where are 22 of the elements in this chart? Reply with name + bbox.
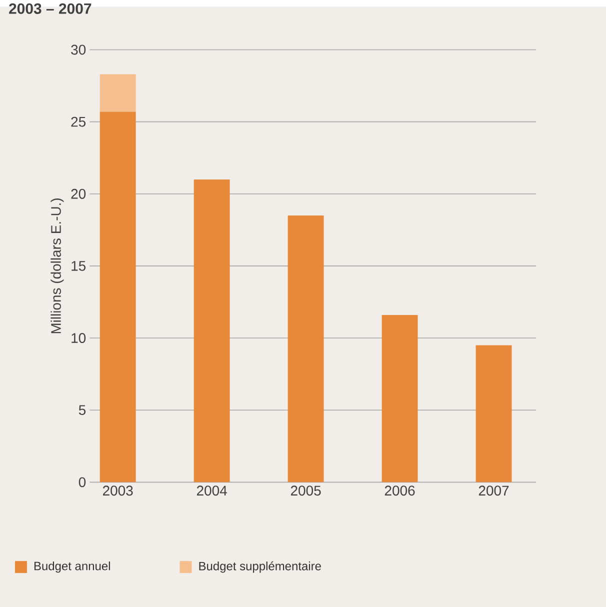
chart-title: 2003 – 2007 [8,3,92,14]
bar [382,314,418,482]
y-tick-label: 30 [71,44,86,55]
legend-label: Budget supplémentaire [199,561,321,573]
bar [100,74,136,112]
y-tick-label: 10 [72,333,86,343]
x-tick-label: 2007 [478,486,509,496]
bar [288,216,324,482]
y-tick-label: 20 [71,188,86,199]
x-tick-label: 2003 [102,486,133,496]
x-tick-label: 2004 [196,486,227,496]
bar [476,345,512,482]
y-axis-title: Millions (dollars E.-U.) [50,198,64,334]
bar [194,179,230,482]
bar [100,112,136,482]
y-tick-label: 15 [72,261,86,271]
legend-label: Budget annuel [34,561,110,573]
x-tick-label: 2005 [290,486,321,496]
y-tick-label: 5 [78,405,86,415]
y-tick-label: 0 [78,477,86,488]
y-tick-label: 25 [71,116,86,127]
x-tick-label: 2006 [384,486,415,496]
